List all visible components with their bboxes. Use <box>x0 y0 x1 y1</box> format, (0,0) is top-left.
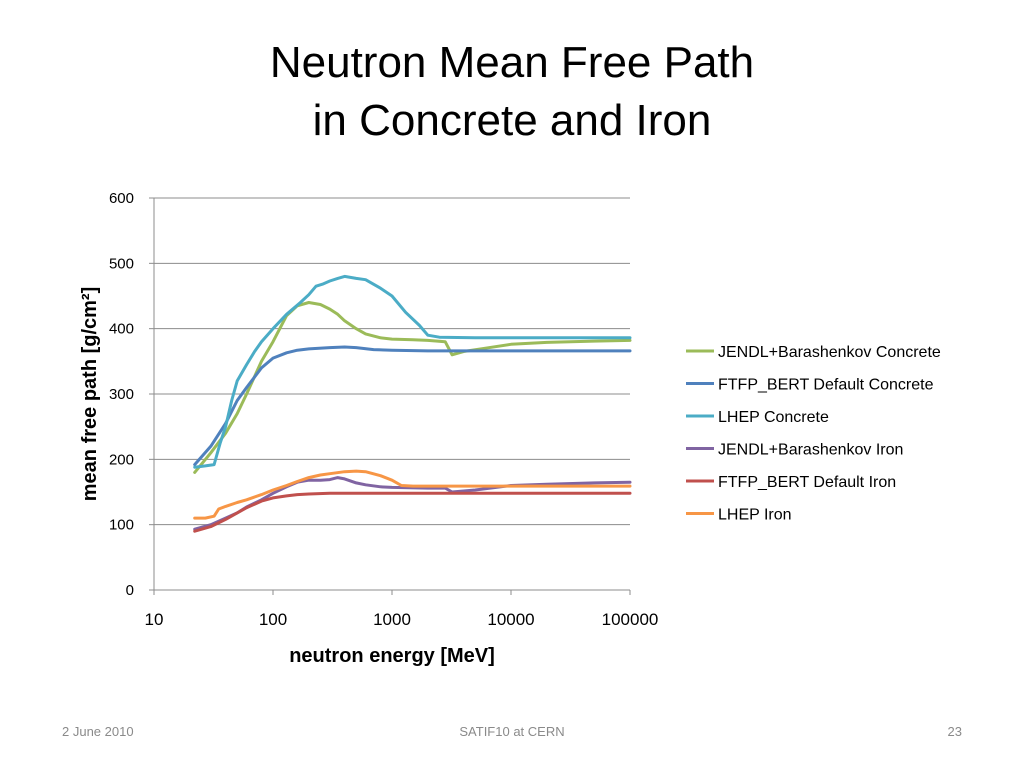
tick-labels: 0 100 200 300 400 500 600 10 100 1000 10000 100000 <box>109 190 658 629</box>
legend-entry: LHEP Iron <box>686 507 792 524</box>
legend: JENDL+Barashenkov Concrete FTFP_BERT Defa… <box>686 344 941 524</box>
x-tick-label: 10000 <box>487 610 534 629</box>
footer-page-number: 23 <box>947 724 962 739</box>
series-line-1 <box>193 301 632 474</box>
legend-label: LHEP Concrete <box>718 409 829 426</box>
y-axis-title: mean free path [g/cm²] <box>79 287 101 501</box>
x-tick-label: 100000 <box>602 610 659 629</box>
legend-entry: LHEP Concrete <box>686 409 829 426</box>
y-tick-label: 0 <box>126 582 134 599</box>
y-tick-label: 400 <box>109 321 134 338</box>
footer-date: 2 June 2010 <box>62 724 134 739</box>
legend-label: LHEP Iron <box>718 507 792 524</box>
legend-label: FTFP_BERT Default Concrete <box>718 377 934 394</box>
x-tick-label: 10 <box>145 610 164 629</box>
slide-title-line-2: in Concrete and Iron <box>312 96 712 145</box>
y-tick-label: 500 <box>109 255 134 272</box>
y-tick-label: 300 <box>109 386 134 403</box>
x-tick-label: 100 <box>259 610 287 629</box>
series-line-3 <box>193 274 632 469</box>
series-line-2 <box>193 345 632 467</box>
series-line-5 <box>193 491 632 533</box>
legend-label: FTFP_BERT Default Iron <box>718 474 896 491</box>
legend-label: JENDL+Barashenkov Iron <box>718 442 903 459</box>
x-tick-label: 1000 <box>373 610 411 629</box>
legend-entry: FTFP_BERT Default Concrete <box>686 377 934 394</box>
y-tick-label: 200 <box>109 451 134 468</box>
legend-entry: JENDL+Barashenkov Concrete <box>686 344 941 361</box>
series-line-6 <box>193 469 632 520</box>
legend-entry: JENDL+Barashenkov Iron <box>686 442 903 459</box>
axes <box>149 197 631 595</box>
y-tick-label: 100 <box>109 517 134 534</box>
series-lines <box>193 274 632 533</box>
legend-entry: FTFP_BERT Default Iron <box>686 474 896 491</box>
legend-label: JENDL+Barashenkov Concrete <box>718 344 941 361</box>
x-axis-title: neutron energy [MeV] <box>289 645 495 667</box>
slide-title-line-1: Neutron Mean Free Path <box>269 38 755 87</box>
grid-lines <box>154 197 630 526</box>
y-tick-label: 600 <box>109 190 134 207</box>
slide-title: Neutron Mean Free Path in Concrete and I… <box>0 34 1024 150</box>
footer-event: SATIF10 at CERN <box>459 724 565 739</box>
